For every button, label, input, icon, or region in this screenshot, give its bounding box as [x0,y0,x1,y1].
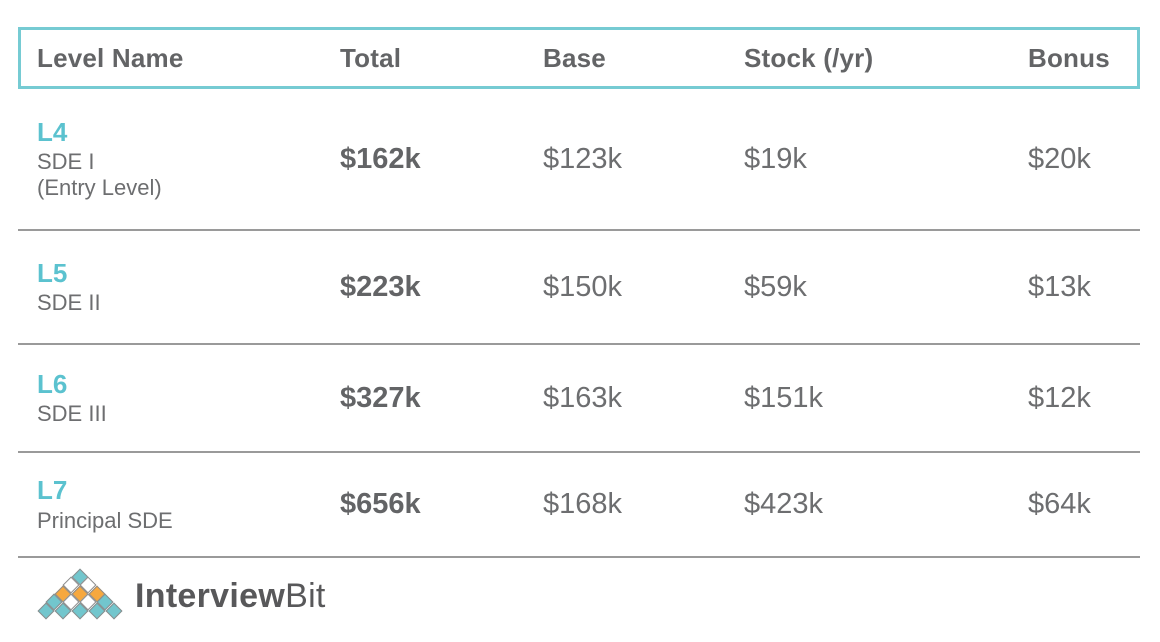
table-row: L4 SDE I (Entry Level) $162k $123k $19k … [18,89,1140,231]
level-title: SDE III [37,401,107,427]
base-value: $163k [543,381,623,414]
level-title: Principal SDE [37,507,173,533]
column-header-base: Base [543,42,606,73]
column-header-total: Total [340,42,402,73]
column-header-bonus: Bonus [1028,42,1110,73]
level-tag: L4 [37,116,68,147]
level-subtitle: (Entry Level) [37,175,162,201]
bonus-value: $13k [1028,270,1091,303]
table-header-row: Level Name Total Base Stock (/yr) Bonus [18,27,1140,89]
level-cell: L6 SDE III [37,369,340,428]
table-row: L5 SDE II $223k $150k $59k $13k [18,231,1140,345]
comp-table: Level Name Total Base Stock (/yr) Bonus … [18,27,1140,558]
base-value: $150k [543,270,623,303]
wordmark-bit: Bit [285,576,326,615]
stock-value: $423k [744,488,824,520]
base-value: $123k [543,142,623,175]
bonus-value: $12k [1028,381,1091,414]
level-tag: L5 [37,257,68,288]
level-cell: L7 Principal SDE [37,475,340,534]
stock-value: $151k [744,381,824,414]
interviewbit-diamonds-icon [37,568,125,624]
level-tag: L7 [37,475,68,506]
level-cell: L5 SDE II [37,258,340,317]
total-value: $223k [340,270,421,303]
total-value: $162k [340,142,421,175]
column-header-level-name: Level Name [37,42,184,73]
base-value: $168k [543,488,623,520]
table-row: L7 Principal SDE $656k $168k $423k $64k [18,453,1140,558]
level-title: SDE II [37,290,101,316]
bonus-value: $20k [1028,142,1091,175]
total-value: $327k [340,381,421,414]
level-title: SDE I [37,149,95,175]
level-tag: L6 [37,368,68,399]
stock-value: $59k [744,270,807,303]
bonus-value: $64k [1028,488,1091,520]
interviewbit-logo: InterviewBit [37,568,326,624]
stock-value: $19k [744,142,807,175]
table-row: L6 SDE III $327k $163k $151k $12k [18,345,1140,453]
level-cell: L4 SDE I (Entry Level) [37,117,340,202]
total-value: $656k [340,488,421,520]
wordmark-interview: Interview [135,576,286,615]
interviewbit-wordmark: InterviewBit [135,577,326,616]
column-header-stock: Stock (/yr) [744,42,874,73]
